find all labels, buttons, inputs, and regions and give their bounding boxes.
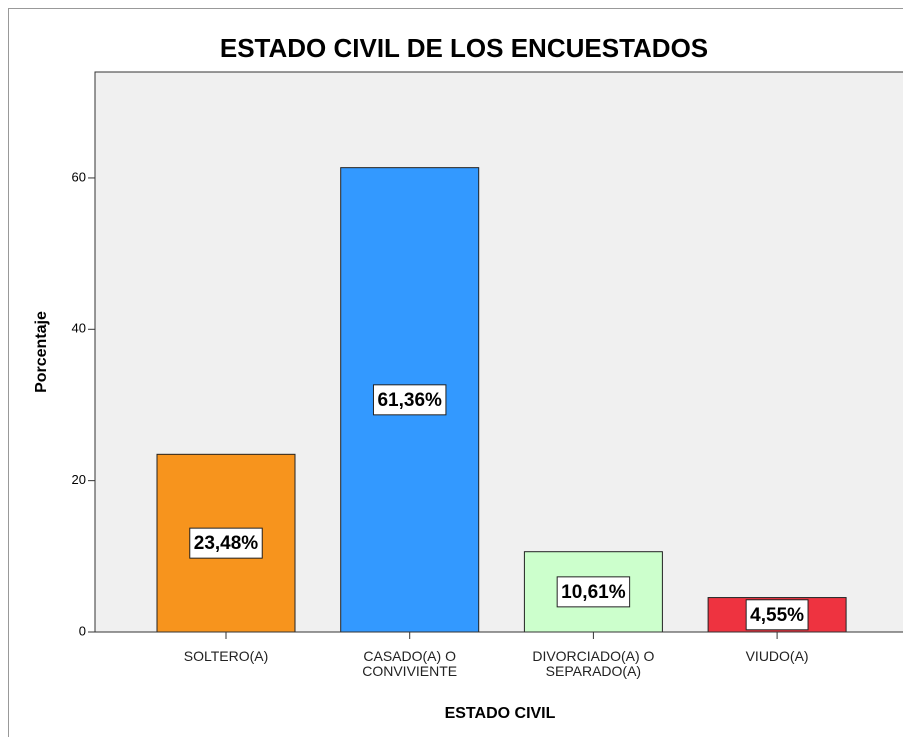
y-tick-label: 20 bbox=[72, 472, 86, 487]
value-label-box bbox=[372, 384, 447, 416]
value-label: 23,48% bbox=[194, 533, 259, 554]
value-label: 61,36% bbox=[377, 390, 442, 411]
y-tick-label: 60 bbox=[72, 169, 86, 184]
value-label-box bbox=[189, 527, 263, 559]
value-label: 4,55% bbox=[750, 605, 804, 626]
y-tick-label: 40 bbox=[72, 321, 86, 336]
x-tick-label: DIVORCIADO(A) O SEPARADO(A) bbox=[532, 648, 655, 679]
chart-title: ESTADO CIVIL DE LOS ENCUESTADOS bbox=[220, 33, 708, 63]
y-tick-label: 0 bbox=[79, 623, 86, 638]
x-tick-label: VIUDO(A) bbox=[745, 648, 809, 664]
x-tick-label: CASADO(A) O CONVIVIENTE bbox=[362, 648, 458, 679]
value-label-box bbox=[556, 576, 631, 608]
x-tick-label: SOLTERO(A) bbox=[183, 648, 269, 664]
y-axis-label: Porcentaje bbox=[33, 311, 50, 393]
value-label: 10,61% bbox=[561, 582, 626, 603]
value-label-box bbox=[745, 599, 809, 631]
x-axis-label: ESTADO CIVIL bbox=[445, 705, 556, 722]
